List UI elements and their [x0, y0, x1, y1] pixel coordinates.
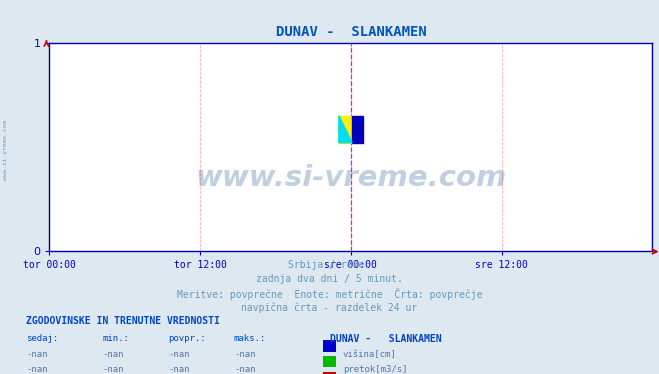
Text: navpična črta - razdelek 24 ur: navpična črta - razdelek 24 ur	[241, 303, 418, 313]
Text: -nan: -nan	[234, 365, 256, 374]
Text: povpr.:: povpr.:	[168, 334, 206, 343]
Bar	[352, 116, 363, 142]
Text: -nan: -nan	[168, 350, 190, 359]
Polygon shape	[339, 116, 352, 142]
Text: -nan: -nan	[102, 365, 124, 374]
Text: min.:: min.:	[102, 334, 129, 343]
Text: -nan: -nan	[168, 365, 190, 374]
Text: www.si-vreme.com: www.si-vreme.com	[3, 120, 8, 180]
Text: www.si-vreme.com: www.si-vreme.com	[195, 164, 507, 192]
Text: DUNAV -   SLANKAMEN: DUNAV - SLANKAMEN	[330, 334, 441, 344]
Text: Meritve: povprečne  Enote: metrične  Črta: povprečje: Meritve: povprečne Enote: metrične Črta:…	[177, 288, 482, 300]
Text: maks.:: maks.:	[234, 334, 266, 343]
Title: DUNAV -  SLANKAMEN: DUNAV - SLANKAMEN	[275, 25, 426, 39]
Text: -nan: -nan	[234, 350, 256, 359]
Text: zadnja dva dni / 5 minut.: zadnja dva dni / 5 minut.	[256, 274, 403, 284]
Text: -nan: -nan	[102, 350, 124, 359]
Text: -nan: -nan	[26, 350, 48, 359]
Text: pretok[m3/s]: pretok[m3/s]	[343, 365, 407, 374]
Text: višina[cm]: višina[cm]	[343, 350, 397, 359]
Text: -nan: -nan	[26, 365, 48, 374]
Text: ZGODOVINSKE IN TRENUTNE VREDNOSTI: ZGODOVINSKE IN TRENUTNE VREDNOSTI	[26, 316, 220, 326]
Bar	[339, 116, 352, 142]
Text: Srbija / reke.: Srbija / reke.	[289, 260, 370, 270]
Text: sedaj:: sedaj:	[26, 334, 59, 343]
